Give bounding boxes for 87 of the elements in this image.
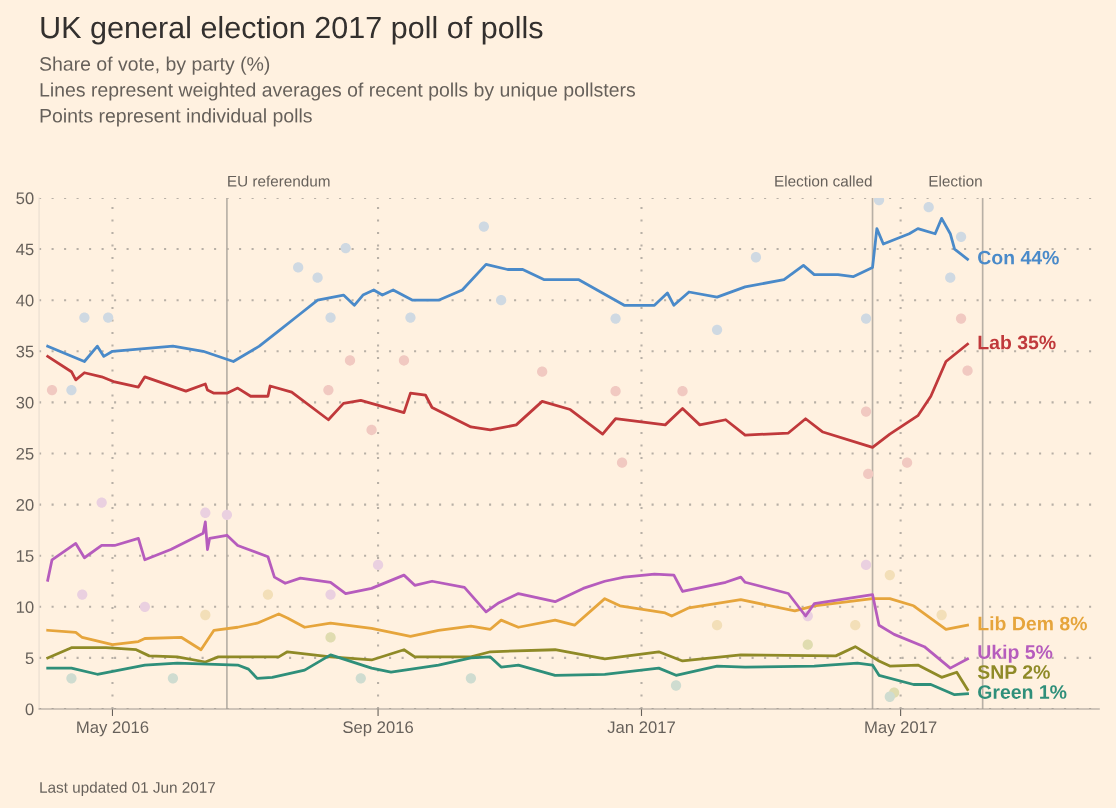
series-label: Lab 35% bbox=[978, 335, 1056, 350]
y-tick-label: 45 bbox=[16, 243, 34, 256]
point bbox=[312, 272, 323, 283]
point bbox=[923, 202, 934, 213]
point bbox=[398, 355, 410, 366]
point bbox=[802, 639, 813, 650]
point bbox=[77, 589, 88, 600]
point bbox=[262, 589, 274, 600]
point bbox=[372, 559, 384, 571]
y-tick-label: 30 bbox=[16, 396, 34, 409]
x-tick-label: Jan 2017 bbox=[607, 721, 675, 734]
point bbox=[478, 221, 490, 232]
point bbox=[677, 385, 688, 397]
point bbox=[323, 384, 334, 396]
series-label: Ukip 5% bbox=[978, 644, 1053, 663]
point bbox=[103, 312, 114, 323]
point bbox=[936, 609, 947, 621]
point bbox=[884, 691, 895, 702]
line-series bbox=[46, 217, 969, 363]
point bbox=[340, 242, 351, 254]
point bbox=[860, 313, 872, 324]
point bbox=[610, 385, 621, 397]
y-tick-label: 5 bbox=[25, 652, 34, 665]
y-tick-label: 0 bbox=[25, 703, 34, 716]
ref-line-label: Election called bbox=[775, 175, 872, 187]
line-series bbox=[46, 645, 969, 691]
y-tick-label: 15 bbox=[16, 550, 34, 562]
point bbox=[325, 632, 336, 643]
chart-subtitle: Share of vote, by party (%) Lines represent weighted averages of recent polls by unique pollsters Points represent individual polls bbox=[39, 56, 636, 127]
point bbox=[860, 406, 872, 417]
point bbox=[79, 312, 90, 323]
y-tick-label: 40 bbox=[16, 294, 34, 307]
point bbox=[850, 620, 861, 631]
x-tick-label: Sep 2016 bbox=[343, 721, 414, 737]
chart-title: UK general election 2017 poll of polls bbox=[41, 15, 543, 45]
point bbox=[901, 457, 913, 468]
line-series bbox=[46, 342, 969, 449]
point bbox=[955, 231, 967, 242]
point bbox=[962, 365, 973, 376]
point bbox=[873, 197, 885, 206]
point bbox=[711, 324, 723, 335]
x-tick-label: May 2016 bbox=[77, 721, 149, 737]
y-tick-label: 20 bbox=[16, 499, 34, 511]
point bbox=[167, 673, 179, 684]
point bbox=[200, 609, 211, 621]
series-label: SNP 2% bbox=[977, 665, 1050, 679]
point bbox=[863, 468, 874, 480]
ref-line-label: EU referendum bbox=[228, 175, 330, 187]
point bbox=[221, 509, 233, 520]
series-label: Green 1% bbox=[978, 685, 1067, 699]
point bbox=[616, 457, 628, 468]
point bbox=[670, 680, 682, 691]
point bbox=[537, 366, 548, 377]
point bbox=[405, 312, 416, 323]
series-label: Con 44% bbox=[978, 250, 1059, 265]
line-series bbox=[46, 597, 969, 652]
x-tick-label: May 2017 bbox=[865, 721, 937, 737]
point bbox=[325, 312, 336, 323]
ref-line-label: Election bbox=[929, 175, 982, 187]
point bbox=[366, 424, 377, 436]
point bbox=[465, 673, 477, 684]
point bbox=[96, 497, 107, 508]
line-series bbox=[46, 520, 969, 670]
point bbox=[344, 355, 356, 366]
point bbox=[66, 673, 77, 684]
line-series bbox=[46, 653, 969, 697]
y-tick-label: 25 bbox=[16, 447, 34, 460]
point bbox=[750, 252, 762, 263]
point bbox=[884, 569, 895, 581]
point bbox=[945, 272, 956, 283]
point bbox=[325, 589, 336, 600]
point bbox=[200, 507, 211, 518]
point bbox=[46, 384, 58, 396]
point bbox=[495, 295, 507, 306]
point bbox=[139, 601, 151, 612]
point bbox=[711, 620, 723, 631]
point bbox=[293, 262, 304, 273]
point bbox=[355, 673, 366, 684]
point bbox=[610, 313, 621, 324]
y-tick-label: 35 bbox=[16, 345, 34, 358]
point bbox=[66, 384, 77, 396]
text: Last updated 01 Jun 2017 bbox=[40, 781, 215, 796]
series-label: Lib Dem 8% bbox=[978, 616, 1087, 631]
y-tick-label: 50 bbox=[16, 192, 34, 205]
point bbox=[860, 559, 872, 571]
y-tick-label: 10 bbox=[16, 601, 34, 614]
point bbox=[955, 313, 967, 324]
